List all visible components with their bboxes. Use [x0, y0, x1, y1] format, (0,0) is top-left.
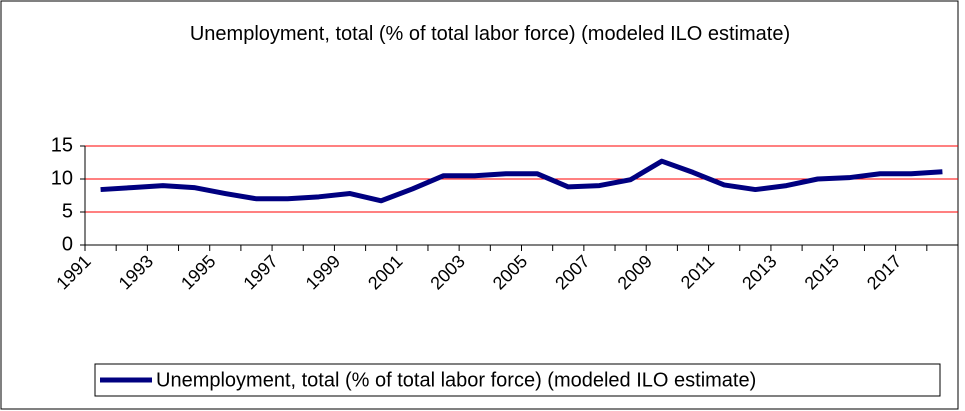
chart-title: Unemployment, total (% of total labor fo…: [189, 23, 791, 45]
y-tick-label: 10: [51, 167, 73, 189]
y-tick-label: 0: [62, 233, 73, 255]
y-tick-label: 15: [51, 134, 73, 156]
legend-box: [94, 363, 941, 397]
legend-label: Unemployment, total (% of total labor fo…: [156, 369, 756, 391]
data-line: [100, 158, 943, 204]
y-tick-label: 5: [62, 200, 73, 222]
